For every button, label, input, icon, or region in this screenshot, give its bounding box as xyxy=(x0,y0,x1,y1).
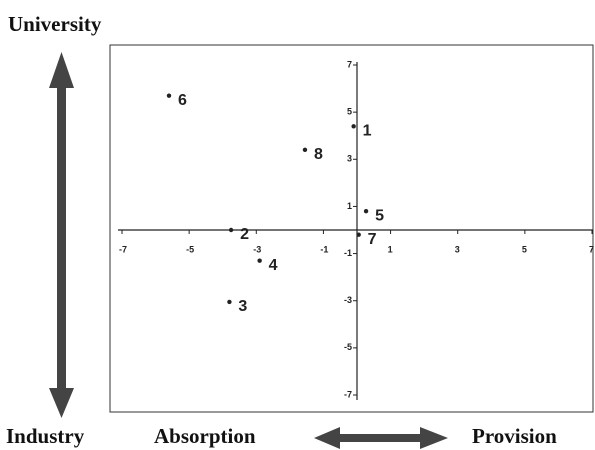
x-tick-label: -7 xyxy=(119,244,127,254)
y-bottom-label: Industry xyxy=(6,424,85,448)
y-tick-label: 5 xyxy=(347,107,352,117)
point-label: 3 xyxy=(238,298,247,315)
point xyxy=(257,258,262,263)
x-tick-label: 1 xyxy=(388,244,393,254)
x-left-label: Absorption xyxy=(154,424,256,448)
x-right-label: Provision xyxy=(472,424,557,448)
y-top-label: University xyxy=(8,12,102,36)
x-tick-label: -5 xyxy=(186,244,194,254)
point xyxy=(363,208,369,214)
y-tick-label: -1 xyxy=(344,248,352,258)
point-label: 8 xyxy=(314,146,323,163)
vertical-arrow xyxy=(49,52,74,418)
y-tick-label: -5 xyxy=(344,342,352,352)
y-tick-label: 3 xyxy=(347,154,352,164)
point xyxy=(356,232,361,237)
point-label: 7 xyxy=(368,231,377,248)
x-tick-label: -1 xyxy=(320,244,328,254)
y-tick-label: -3 xyxy=(344,295,352,305)
point-label: 5 xyxy=(375,207,384,224)
horizontal-arrow xyxy=(314,427,448,449)
point-label: 1 xyxy=(363,123,372,140)
point xyxy=(166,93,172,98)
x-tick-label: 5 xyxy=(522,244,527,254)
point xyxy=(351,124,356,129)
point xyxy=(302,147,308,153)
point-label: 4 xyxy=(269,257,278,274)
y-tick-label: 7 xyxy=(347,59,352,69)
y-tick-label: 1 xyxy=(347,201,352,211)
x-tick-label: 7 xyxy=(589,244,594,254)
point xyxy=(227,299,232,305)
plot-frame xyxy=(109,44,594,413)
y-tick-label: -7 xyxy=(344,389,352,399)
point xyxy=(228,227,234,233)
x-tick-label: 3 xyxy=(455,244,460,254)
point-label: 6 xyxy=(178,92,187,109)
point-label: 2 xyxy=(240,226,249,243)
x-tick-label: -3 xyxy=(253,244,261,254)
